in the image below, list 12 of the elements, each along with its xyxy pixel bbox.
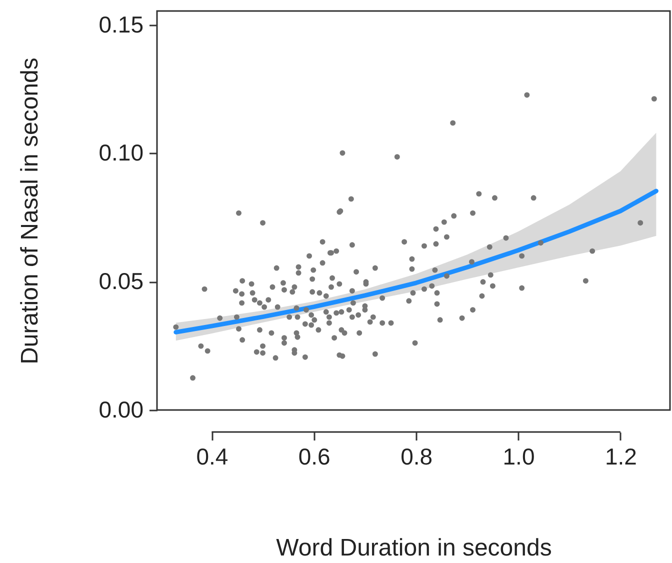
y-tick-label: 0.15: [98, 11, 144, 38]
x-tick-label: 0.8: [400, 444, 433, 470]
x-axis-title: Word Duration in seconds: [276, 534, 552, 562]
x-tick-label: 0.4: [196, 444, 228, 470]
y-tick-label: 0.00: [98, 396, 144, 422]
line-series: [174, 188, 658, 334]
x-tick-label: 1.0: [502, 444, 535, 470]
y-tick-label: 0.05: [98, 268, 144, 294]
y-axis-title: Duration of Nasal in seconds: [16, 58, 44, 364]
x-tick-label: 0.6: [298, 444, 330, 470]
y-tick-label: 0.10: [98, 140, 144, 166]
x-tick-label: 1.2: [604, 444, 637, 470]
